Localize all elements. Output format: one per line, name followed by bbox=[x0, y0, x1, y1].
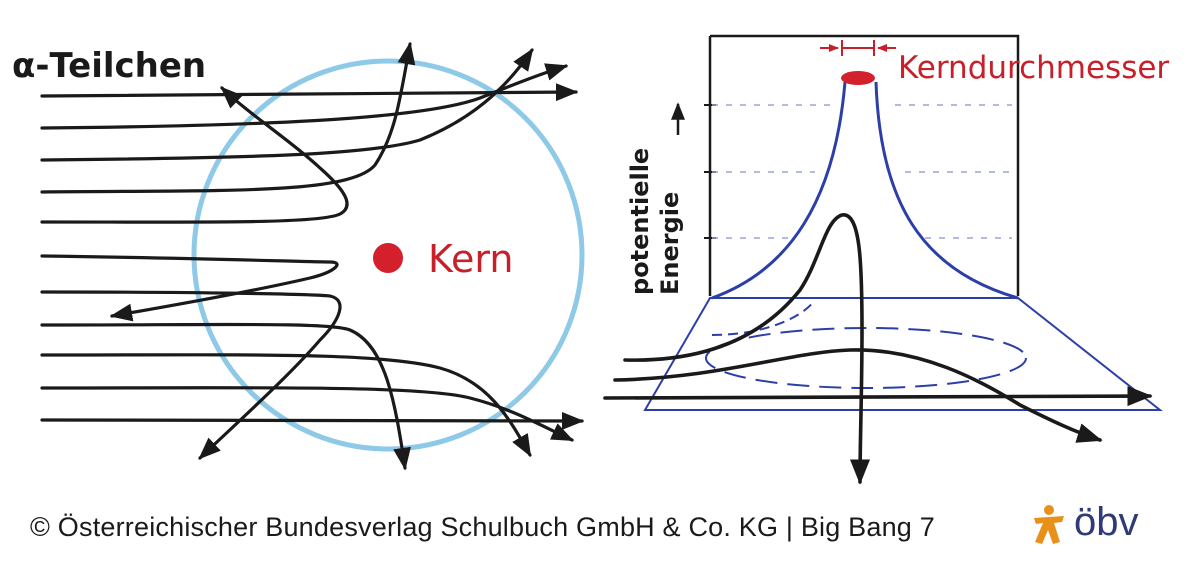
trajectory-deflect-up-1 bbox=[40, 63, 569, 130]
trajectory-reflected bbox=[623, 213, 871, 485]
trajectory-backscatter-center bbox=[40, 254, 339, 322]
trajectory-backscatter-down bbox=[40, 290, 342, 460]
trajectory-deflect-down-3 bbox=[40, 386, 575, 442]
atom-circle bbox=[191, 58, 585, 452]
alpha-trajectories bbox=[40, 41, 585, 471]
funnel-inner-left bbox=[711, 299, 816, 336]
trajectory-straight-top bbox=[40, 83, 579, 102]
back-wall bbox=[708, 34, 1020, 296]
trajectory-deflect-down-2 bbox=[40, 353, 532, 457]
trajectory-deflect-up-3 bbox=[40, 41, 416, 194]
obv-logo: öbv bbox=[1022, 500, 1182, 550]
potential-funnel bbox=[711, 81, 1019, 300]
diameter-marker bbox=[820, 40, 896, 56]
alpha-particle-label: α-Teilchen bbox=[12, 46, 206, 86]
floor-ellipse bbox=[705, 327, 1027, 389]
energy-trajectories bbox=[603, 213, 1153, 485]
trajectory-straight bbox=[603, 386, 1153, 407]
axis-label-line2: Energie bbox=[656, 192, 684, 295]
scattering-panel: α-Teilchen Kern bbox=[12, 41, 585, 471]
diameter-label: Kerndurchmesser bbox=[898, 50, 1169, 86]
trajectory-deflect-down-1 bbox=[40, 322, 411, 471]
axis-label-line1: potentielle bbox=[626, 148, 654, 295]
floor-plane bbox=[643, 297, 1163, 411]
trajectory-deflect-up-2 bbox=[40, 48, 534, 162]
star-person-icon bbox=[1034, 505, 1064, 544]
nucleus-cap bbox=[841, 71, 875, 85]
logo-text: öbv bbox=[1074, 500, 1139, 544]
nucleus-label: Kern bbox=[428, 237, 513, 281]
trajectory-deflected bbox=[613, 348, 1103, 443]
energy-axis-label: potentielle Energie bbox=[626, 148, 684, 295]
nucleus-dot bbox=[373, 243, 403, 273]
trajectory-backscatter-up bbox=[40, 86, 349, 224]
trajectory-straight-bottom bbox=[40, 412, 585, 430]
copyright-footer: © Österreichischer Bundesverlag Schulbuc… bbox=[30, 512, 935, 542]
wall-gridlines bbox=[712, 104, 1012, 239]
potential-energy-panel: potentielle Energie Kerndurchmesser bbox=[603, 34, 1169, 485]
